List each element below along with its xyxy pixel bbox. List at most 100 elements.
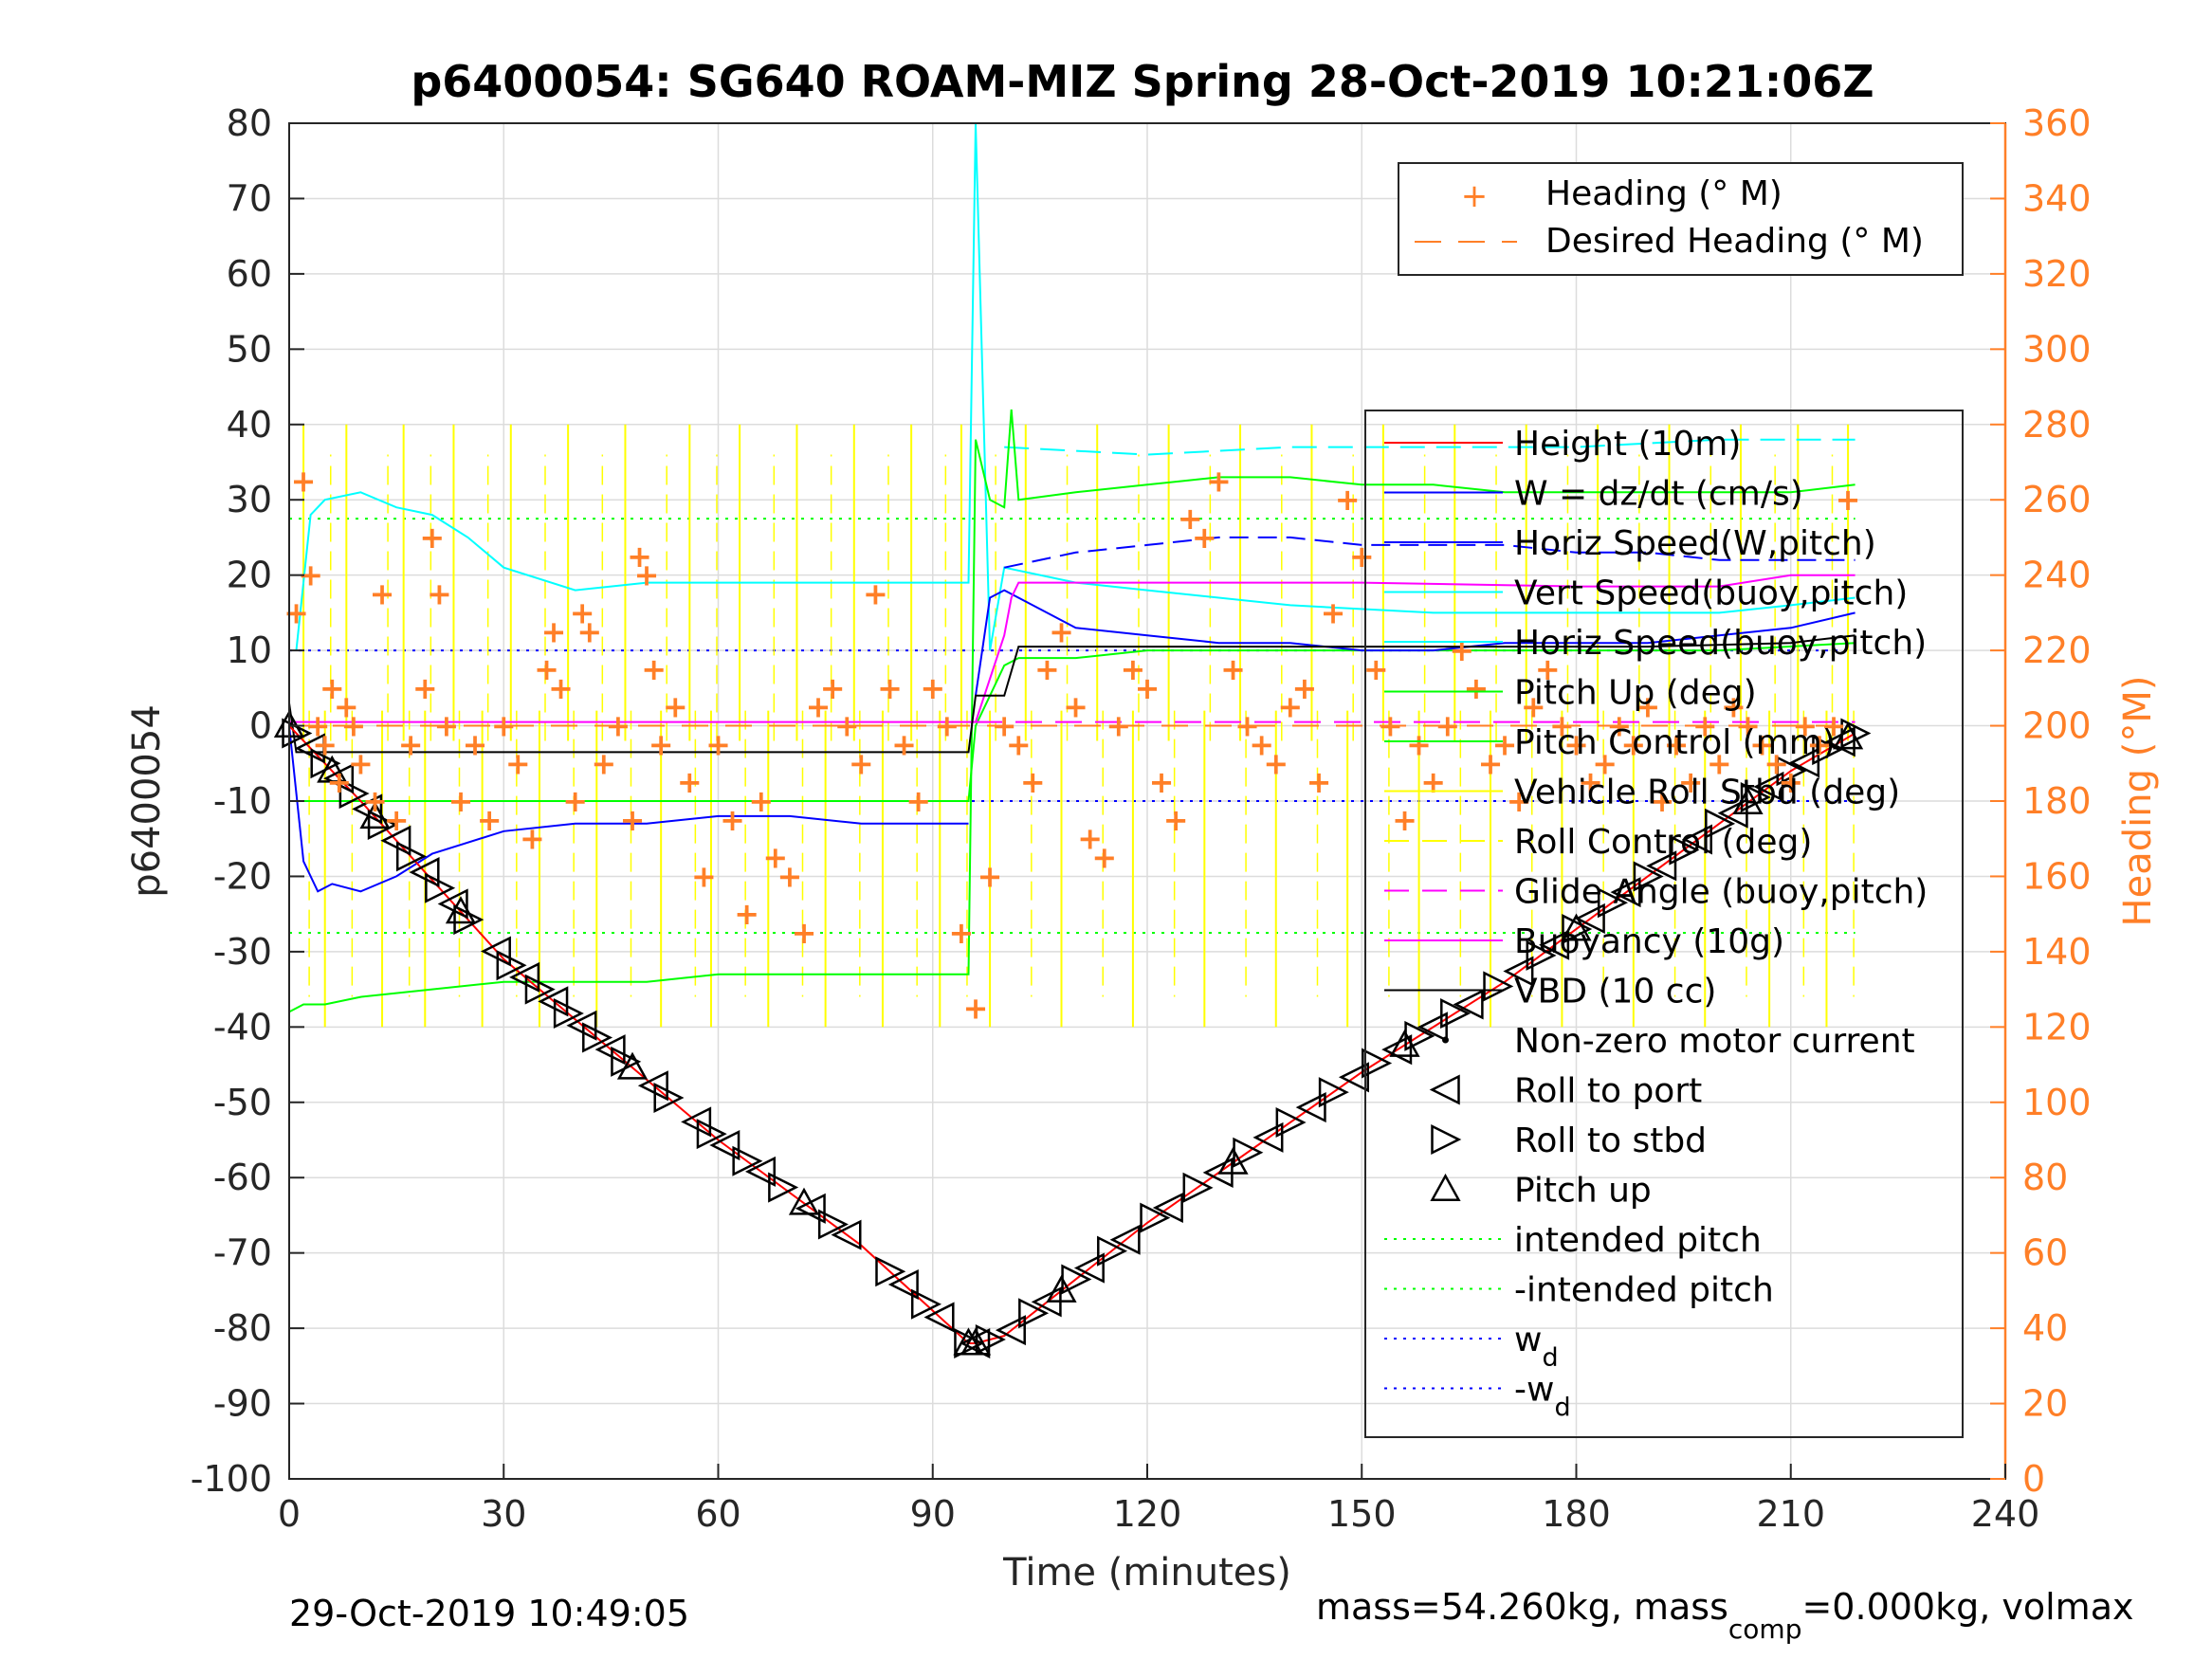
legend-label-8: Roll Control (deg) (1514, 823, 1812, 862)
roll-port-marker-40 (1789, 747, 1820, 778)
heading-marker-89: + (1406, 726, 1432, 762)
legend-main-items: Height (10m) W = dz/dt (cm/s) Horiz Speed(… (1384, 425, 1928, 1423)
roll-port-marker-30 (1417, 1012, 1448, 1043)
heading-marker-35: + (641, 651, 667, 687)
footer-timestamp: 29-Oct-2019 10:49:05 (289, 1593, 689, 1634)
legend-label-15: Pitch up (1514, 1172, 1652, 1211)
heading-marker-78: + (1249, 726, 1274, 762)
roll-port-marker-13 (709, 1130, 740, 1161)
y-right-tick-label-15: 60 (2022, 1232, 2068, 1274)
legend-swatch-14 (1431, 1123, 1462, 1156)
y-right-axis-label: Heading (°M) (2116, 676, 2160, 927)
footer-mass-info: mass=54.260kg, masscomp=0.000kg, volmax (1316, 1586, 2133, 1645)
legend-label-4: Horiz Speed(buoy,pitch) (1514, 624, 1927, 663)
roll-stbd-marker-5 (425, 872, 456, 903)
roll-port-marker-23 (1109, 1224, 1141, 1255)
heading-marker-7: + (334, 689, 359, 725)
x-tick-label-1: 30 (481, 1493, 526, 1535)
heading-marker-47: + (806, 689, 832, 725)
legend-label-2: Horiz Speed(W,pitch) (1514, 524, 1876, 563)
heading-marker-91: + (1435, 708, 1460, 744)
pitch-up-marker-4 (616, 1051, 649, 1080)
heading-marker-114: + (1764, 745, 1789, 781)
legend-heading-marker: + (1461, 177, 1489, 215)
legend-label-9: Glide Angle (buoy,pitch) (1514, 873, 1928, 912)
y-axis-label: p6400054 (125, 704, 169, 898)
x-tick-label-2: 60 (695, 1493, 740, 1535)
roll-port-marker-18 (923, 1302, 955, 1333)
x-axis-label: Time (minutes) (1002, 1551, 1291, 1595)
roll-stbd-marker-32 (1483, 971, 1514, 1002)
roll-port-marker-32 (1503, 956, 1534, 987)
heading-marker-17: + (434, 708, 460, 744)
pitch-up-marker-3 (445, 896, 477, 924)
heading-marker-80: + (1277, 689, 1303, 725)
roll-port-marker-36 (1646, 850, 1677, 882)
heading-marker-86: + (1363, 651, 1389, 687)
heading-marker-107: + (1664, 726, 1690, 762)
heading-marker-43: + (748, 783, 774, 819)
heading-marker-3: + (305, 708, 331, 744)
legend-desired-heading-label: Desired Heading (° M) (1545, 222, 1924, 261)
heading-marker-19: + (463, 726, 488, 762)
heading-marker-118: + (1821, 708, 1847, 744)
roll-pitch-markers (273, 709, 1872, 1359)
heading-marker-27: + (562, 783, 588, 819)
roll-port-marker-27 (1295, 1092, 1326, 1123)
roll-stbd-marker-21 (1018, 1298, 1050, 1329)
legend-label-17: -intended pitch (1514, 1271, 1774, 1310)
heading-marker-9: + (348, 745, 374, 781)
legend-label-14: Roll to stbd (1514, 1121, 1707, 1160)
legend-swatch-13 (1429, 1074, 1460, 1105)
heading-marker-88: + (1392, 802, 1417, 838)
legend-swatch-15 (1430, 1173, 1461, 1201)
y-right-tick-label-16: 40 (2022, 1307, 2068, 1349)
y-tick-label-17: -90 (213, 1383, 272, 1425)
heading-marker-77: + (1234, 708, 1260, 744)
roll-port-marker-16 (831, 1219, 862, 1250)
heading-marker-119: + (1836, 482, 1861, 518)
legend-label-16: intended pitch (1514, 1221, 1762, 1260)
heading-marker-20: + (477, 802, 503, 838)
heading-marker-62: + (1020, 764, 1046, 800)
heading-marker-76: + (1220, 651, 1246, 687)
heading-marker-74: + (1192, 520, 1217, 556)
y-tick-label-8: 0 (249, 705, 272, 747)
y-tick-label-11: -30 (213, 931, 272, 973)
roll-stbd-marker-31 (1440, 998, 1472, 1030)
pitch-up-marker-13 (1832, 721, 1864, 750)
heading-marker-50: + (849, 745, 874, 781)
x-tick-label-7: 210 (1756, 1493, 1825, 1535)
heading-marker-96: + (1507, 783, 1532, 819)
heading-marker-33: + (627, 538, 652, 574)
pitch-up-marker-5 (788, 1187, 820, 1215)
roll-port-marker-35 (1610, 877, 1641, 908)
heading-markers: ++++++++++++++++++++++++++++++++++++++++… (283, 463, 1860, 1026)
pitch-up-marker-2 (359, 801, 391, 830)
y-tick-label-0: 80 (227, 102, 272, 144)
roll-stbd-marker-18 (910, 1288, 942, 1320)
heading-marker-54: + (905, 783, 931, 819)
roll-port-marker-31 (1453, 989, 1484, 1020)
heading-marker-100: + (1563, 726, 1589, 762)
legend-heading-box (1398, 162, 1964, 276)
y-right-tick-label-10: 160 (2022, 855, 2092, 897)
heading-marker-4: + (312, 726, 338, 762)
heading-marker-44: + (762, 840, 788, 876)
roll-port-marker-17 (887, 1269, 919, 1301)
heading-marker-73: + (1178, 501, 1203, 537)
heading-marker-103: + (1606, 708, 1632, 744)
y-tick-label-18: -100 (191, 1458, 272, 1500)
legend-label-5: Pitch Up (deg) (1514, 674, 1757, 713)
heading-marker-84: + (1335, 482, 1361, 518)
heading-marker-115: + (1778, 764, 1803, 800)
roll-stbd-marker-37 (1669, 834, 1700, 866)
heading-marker-22: + (505, 745, 531, 781)
heading-marker-69: + (1121, 651, 1146, 687)
heading-marker-72: + (1163, 802, 1189, 838)
heading-marker-11: + (370, 576, 395, 612)
legend-label-10: Buoyancy (10g) (1514, 922, 1784, 961)
y-tick-label-7: 10 (227, 629, 272, 671)
heading-marker-51: + (863, 576, 888, 612)
heading-marker-63: + (1034, 651, 1060, 687)
